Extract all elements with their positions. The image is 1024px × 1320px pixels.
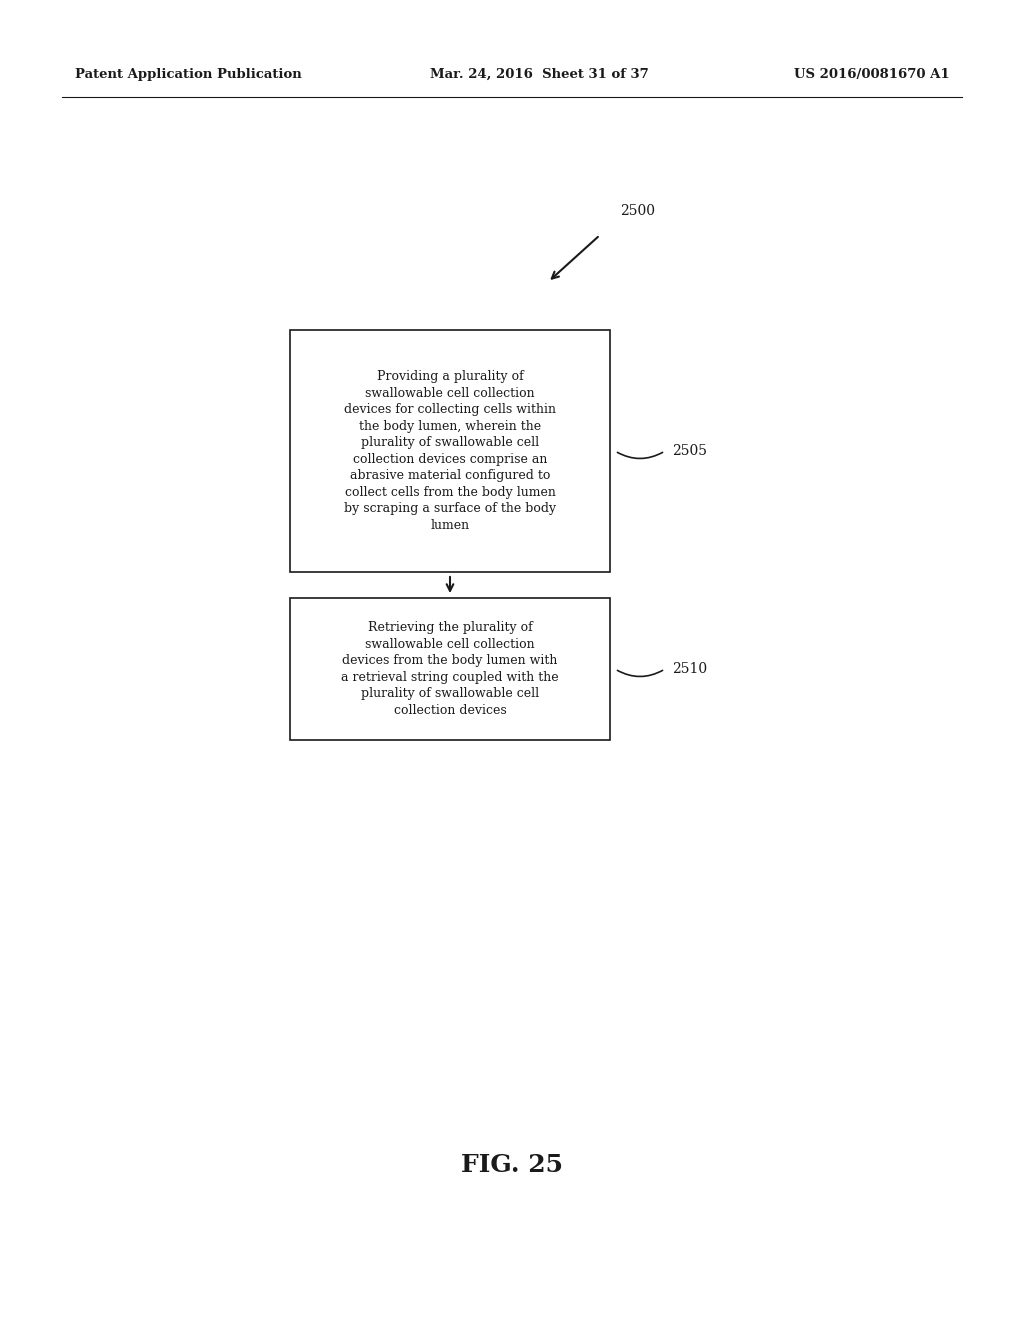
Text: Providing a plurality of
swallowable cell collection
devices for collecting cell: Providing a plurality of swallowable cel… — [344, 370, 556, 532]
Bar — [290, 330, 610, 572]
Bar — [290, 598, 610, 741]
Text: Patent Application Publication: Patent Application Publication — [75, 69, 302, 81]
Text: Retrieving the plurality of
swallowable cell collection
devices from the body lu: Retrieving the plurality of swallowable … — [341, 622, 559, 717]
Text: US 2016/0081670 A1: US 2016/0081670 A1 — [795, 69, 950, 81]
Text: Mar. 24, 2016  Sheet 31 of 37: Mar. 24, 2016 Sheet 31 of 37 — [430, 69, 649, 81]
Text: 2505: 2505 — [672, 444, 707, 458]
Text: FIG. 25: FIG. 25 — [461, 1152, 563, 1177]
Text: 2510: 2510 — [672, 663, 708, 676]
Text: 2500: 2500 — [620, 205, 655, 218]
